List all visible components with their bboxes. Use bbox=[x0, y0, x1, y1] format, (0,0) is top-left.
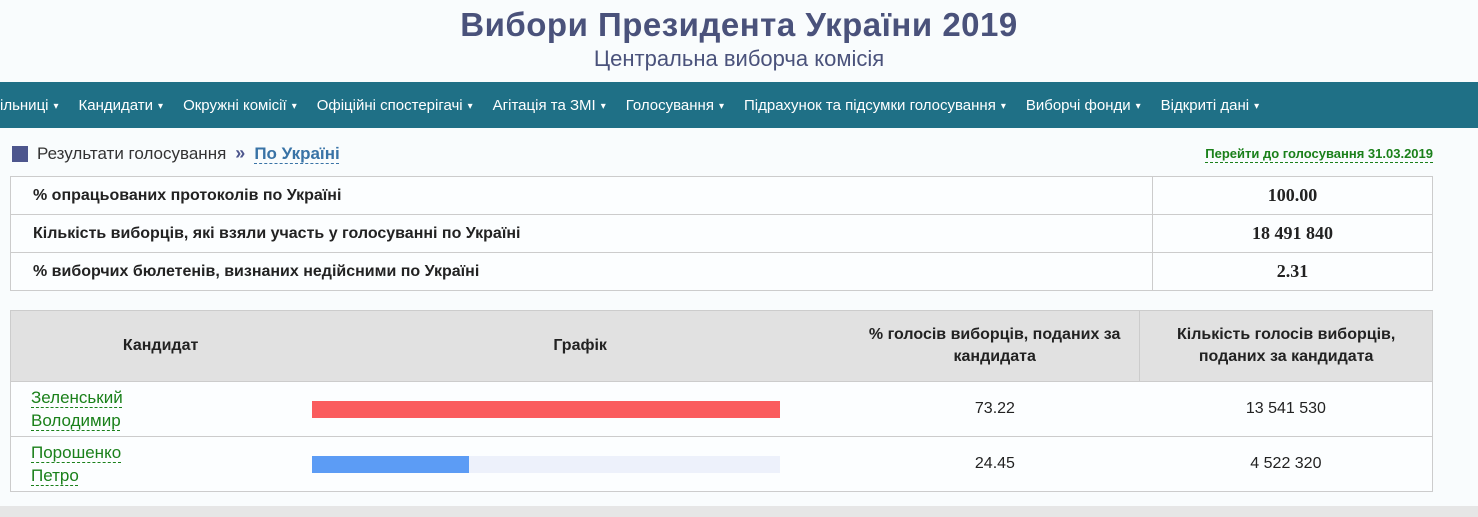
candidate-cell: Порошенко Петро bbox=[10, 436, 311, 492]
votes-cell: 4 522 320 bbox=[1139, 436, 1433, 492]
section-square-icon bbox=[12, 145, 28, 162]
summary-label: % опрацьованих протоколів по Україні bbox=[10, 176, 1153, 215]
breadcrumb-separator-icon: » bbox=[235, 143, 246, 163]
nav-item-label: Кандидати bbox=[78, 96, 154, 114]
nav-item-dilnytsi[interactable]: ільниці ▾ bbox=[0, 97, 59, 114]
page-title: Вибори Президента України 2019 bbox=[460, 6, 1018, 43]
nav-item-kandydaty[interactable]: Кандидати ▾ bbox=[79, 97, 164, 114]
main-nav: ільниці ▾ Кандидати ▾ Окружні комісії ▾ Офі… bbox=[0, 82, 1478, 128]
candidate-link-zelenskyi[interactable]: Зеленський Володимир bbox=[31, 388, 123, 430]
candidate-link-poroshenko[interactable]: Порошенко Петро bbox=[31, 443, 122, 485]
chevron-down-icon: ▾ bbox=[1254, 100, 1260, 112]
chevron-down-icon: ▾ bbox=[158, 100, 164, 112]
summary-row: % опрацьованих протоколів по Україні 100… bbox=[10, 176, 1433, 215]
nav-item-label: Агітація та ЗМІ bbox=[492, 96, 596, 114]
summary-label: % виборчих бюлетенів, визнаних недійсним… bbox=[10, 252, 1153, 291]
chevron-down-icon: ▾ bbox=[718, 100, 724, 112]
nav-item-label: Голосування bbox=[625, 96, 714, 114]
summary-value: 100.00 bbox=[1152, 176, 1433, 215]
chevron-down-icon: ▾ bbox=[467, 100, 473, 112]
nav-item-sposterihachi[interactable]: Офіційні спостерігачі ▾ bbox=[317, 97, 473, 114]
nav-item-pidrakhunok[interactable]: Підрахунок та підсумки голосування ▾ bbox=[744, 97, 1006, 114]
chevron-down-icon: ▾ bbox=[600, 100, 606, 112]
votes-cell: 13 541 530 bbox=[1139, 381, 1433, 437]
vote-bar-track bbox=[312, 455, 781, 473]
nav-item-ahitatsiia-zmi[interactable]: Агітація та ЗМІ ▾ bbox=[493, 97, 606, 114]
site-header: Вибори Президента України 2019 Центральн… bbox=[0, 0, 1478, 82]
summary-label: Кількість виборців, які взяли участь у г… bbox=[10, 214, 1153, 253]
breadcrumb-section: Результати голосування bbox=[37, 143, 227, 163]
candidate-cell: Зеленський Володимир bbox=[10, 381, 311, 437]
summary-row: Кількість виборців, які взяли участь у г… bbox=[10, 214, 1433, 253]
nav-item-label: Виборчі фонди bbox=[1025, 96, 1131, 114]
summary-value: 18 491 840 bbox=[1152, 214, 1433, 253]
chevron-down-icon: ▾ bbox=[53, 100, 59, 112]
chevron-down-icon: ▾ bbox=[291, 100, 297, 112]
percent-cell: 73.22 bbox=[850, 381, 1140, 437]
graph-cell bbox=[310, 381, 851, 437]
column-header-votes: Кількість голосів виборців, поданих за к… bbox=[1139, 310, 1433, 382]
breadcrumb-current-link[interactable]: По Україні bbox=[254, 143, 340, 163]
breadcrumb: Результати голосування » По Україні Пере… bbox=[12, 143, 1433, 164]
column-header-graph: Графік bbox=[310, 310, 851, 382]
column-header-percent: % голосів виборців, поданих за кандидата bbox=[850, 310, 1141, 382]
candidate-row: Порошенко Петро 24.45 4 522 320 bbox=[10, 436, 1433, 492]
summary-value: 2.31 bbox=[1152, 252, 1433, 291]
column-header-candidate: Кандидат bbox=[10, 310, 311, 382]
nav-item-label: Офіційні спостерігачі bbox=[316, 96, 463, 114]
page-subtitle: Центральна виборча комісія bbox=[593, 46, 885, 71]
nav-item-vyborchi-fondy[interactable]: Виборчі фонди ▾ bbox=[1026, 97, 1141, 114]
vote-bar-track bbox=[312, 400, 781, 418]
nav-item-holosuvannia[interactable]: Голосування ▾ bbox=[626, 97, 724, 114]
results-header-row: Кандидат Графік % голосів виборців, пода… bbox=[10, 310, 1433, 382]
nav-item-label: ільниці bbox=[0, 96, 49, 114]
candidate-row: Зеленський Володимир 73.22 13 541 530 bbox=[10, 381, 1433, 437]
chevron-down-icon: ▾ bbox=[1135, 100, 1141, 112]
go-to-vote-link[interactable]: Перейти до голосування 31.03.2019 bbox=[1205, 146, 1433, 161]
vote-bar bbox=[312, 400, 781, 418]
nav-item-okruzhni-komisii[interactable]: Окружні комісії ▾ bbox=[183, 97, 297, 114]
results-table: Кандидат Графік % голосів виборців, пода… bbox=[10, 310, 1433, 492]
chevron-down-icon: ▾ bbox=[1000, 100, 1006, 112]
summary-row: % виборчих бюлетенів, визнаних недійсним… bbox=[10, 252, 1433, 291]
footer-strip bbox=[0, 506, 1478, 517]
nav-item-label: Підрахунок та підсумки голосування bbox=[743, 96, 996, 114]
vote-bar bbox=[312, 455, 469, 473]
nav-item-label: Окружні комісії bbox=[183, 96, 287, 114]
nav-item-vidkryti-dani[interactable]: Відкриті дані ▾ bbox=[1161, 97, 1260, 114]
summary-table: % опрацьованих протоколів по Україні 100… bbox=[10, 176, 1433, 291]
graph-cell bbox=[310, 436, 851, 492]
percent-cell: 24.45 bbox=[850, 436, 1140, 492]
nav-item-label: Відкриті дані bbox=[1160, 96, 1250, 114]
